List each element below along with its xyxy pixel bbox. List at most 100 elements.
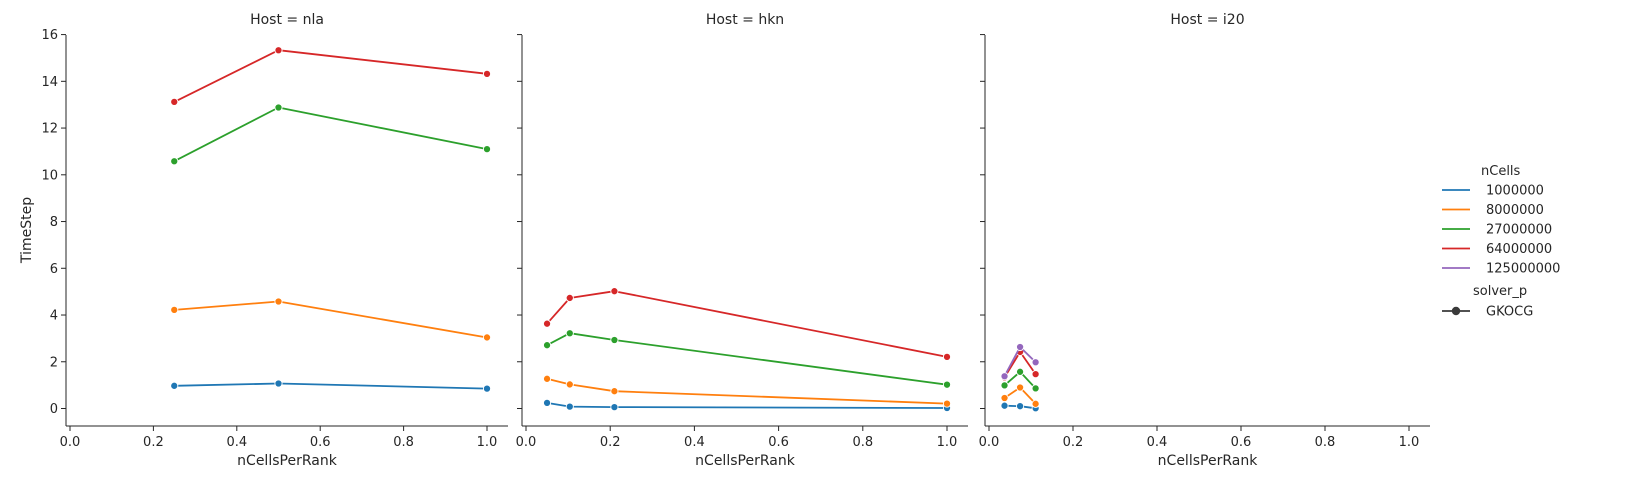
series-line	[173, 49, 488, 103]
data-point	[1031, 370, 1040, 379]
data-point	[1000, 393, 1009, 403]
series-line	[546, 402, 948, 409]
series-line	[174, 382, 488, 390]
panel-title: Host = hkn	[706, 12, 784, 28]
data-point	[1016, 367, 1025, 376]
x-tick-label: 0.6	[768, 435, 789, 450]
data-point	[1000, 372, 1009, 381]
x-axis-label: nCellsPerRank	[237, 453, 338, 469]
data-point	[1016, 342, 1025, 352]
data-point	[274, 103, 283, 112]
y-tick-label: 14	[41, 75, 58, 90]
series-64000000	[543, 287, 952, 361]
y-axis-label: TimeStep	[19, 197, 35, 264]
x-tick-label: 0.0	[516, 435, 537, 450]
data-point	[543, 374, 552, 383]
y-tick-label: 0	[50, 402, 58, 417]
y-tick-label: 6	[50, 262, 58, 277]
y-tick-label: 4	[50, 309, 58, 324]
y-tick-label: 8	[50, 215, 58, 230]
legend-style-label: GKOCG	[1486, 305, 1533, 320]
x-tick-label: 1.0	[937, 435, 958, 450]
series-8000000	[170, 297, 492, 342]
series-1000000	[1000, 401, 1040, 413]
x-axis-label: nCellsPerRank	[695, 453, 796, 469]
chart-panels: Host = nla 0 2 4 6 8 10 12 14 16 0.0 0.2 0.4 0.6 0.8 1.…	[41, 12, 1430, 469]
series-8000000	[1000, 383, 1040, 408]
x-tick-label: 0.8	[393, 435, 414, 450]
series-64000000	[170, 46, 492, 106]
data-point	[565, 329, 574, 338]
data-point	[942, 399, 952, 408]
y-tick-label: 10	[41, 168, 58, 183]
data-point	[565, 293, 574, 303]
panel-title: Host = i20	[1170, 12, 1244, 28]
data-point	[170, 305, 179, 314]
series-27000000	[1000, 367, 1040, 393]
legend-entry-label: 1000000	[1486, 184, 1544, 199]
series-line	[546, 377, 948, 405]
x-tick-label: 0.6	[310, 435, 331, 450]
data-point	[942, 380, 952, 389]
series-line	[546, 290, 948, 358]
panel-title: Host = nla	[250, 12, 324, 28]
data-point	[1031, 384, 1040, 393]
legend-hue-title: nCells	[1481, 164, 1521, 179]
data-point	[543, 319, 552, 328]
data-point	[170, 381, 179, 390]
data-point	[1031, 358, 1040, 367]
x-tick-label: 0.4	[1147, 435, 1168, 450]
x-tick-label: 1.0	[477, 435, 498, 450]
panel-3: Host = i20 0.0 0.2 0.4 0.6 0.8 1.0 nCellsPerRan…	[979, 12, 1430, 469]
legend-style-marker	[1451, 306, 1461, 316]
legend-entry-label: 125000000	[1486, 262, 1560, 277]
data-point	[942, 352, 952, 361]
legend-entry-label: 27000000	[1486, 223, 1552, 238]
y-tick-label: 2	[50, 355, 58, 370]
y-tick-label: 16	[41, 28, 58, 43]
data-point	[1000, 401, 1009, 410]
legend-entry-label: 64000000	[1486, 242, 1552, 257]
x-tick-label: 0.0	[60, 435, 81, 450]
x-tick-label: 0.2	[600, 435, 621, 450]
series-line	[546, 332, 948, 386]
legend: nCells 1000000 8000000 27000000 64000000 1250…	[1442, 164, 1560, 320]
data-point	[1016, 402, 1025, 411]
series-line	[173, 106, 488, 163]
x-tick-label: 1.0	[1399, 435, 1420, 450]
data-point	[170, 97, 179, 106]
x-tick-label: 0.6	[1231, 435, 1252, 450]
data-point	[482, 145, 492, 154]
series-27000000	[170, 103, 492, 166]
data-point	[482, 69, 492, 78]
x-tick-label: 0.8	[852, 435, 873, 450]
x-tick-label: 0.2	[1063, 435, 1084, 450]
data-point	[274, 379, 283, 388]
data-point	[274, 46, 283, 55]
legend-style-title: solver_p	[1473, 284, 1527, 299]
data-point	[610, 403, 619, 412]
series-125000000	[1000, 342, 1040, 381]
data-point	[543, 341, 552, 350]
data-point	[610, 335, 619, 345]
x-axis-label: nCellsPerRank	[1158, 453, 1259, 469]
panel-2: Host = hkn 0.0 0.2 0.4 0.6 0.8 1.0 nCellsPerRan…	[516, 12, 968, 469]
series-line	[174, 300, 488, 339]
series-8000000	[543, 374, 952, 408]
data-point	[170, 157, 179, 166]
x-tick-label: 0.4	[226, 435, 247, 450]
x-tick-label: 0.4	[684, 435, 705, 450]
data-point	[543, 398, 552, 407]
data-point	[565, 380, 574, 389]
data-point	[482, 384, 492, 393]
panel-1: Host = nla 0 2 4 6 8 10 12 14 16 0.0 0.2 0.4 0.6 0.8 1.…	[41, 12, 508, 469]
data-point	[610, 287, 619, 296]
x-tick-label: 0.0	[979, 435, 1000, 450]
x-tick-label: 0.8	[1315, 435, 1336, 450]
data-point	[1016, 383, 1025, 392]
data-point	[274, 297, 283, 306]
x-tick-label: 0.2	[143, 435, 164, 450]
legend-entry-label: 8000000	[1486, 203, 1544, 218]
data-point	[1031, 399, 1040, 408]
